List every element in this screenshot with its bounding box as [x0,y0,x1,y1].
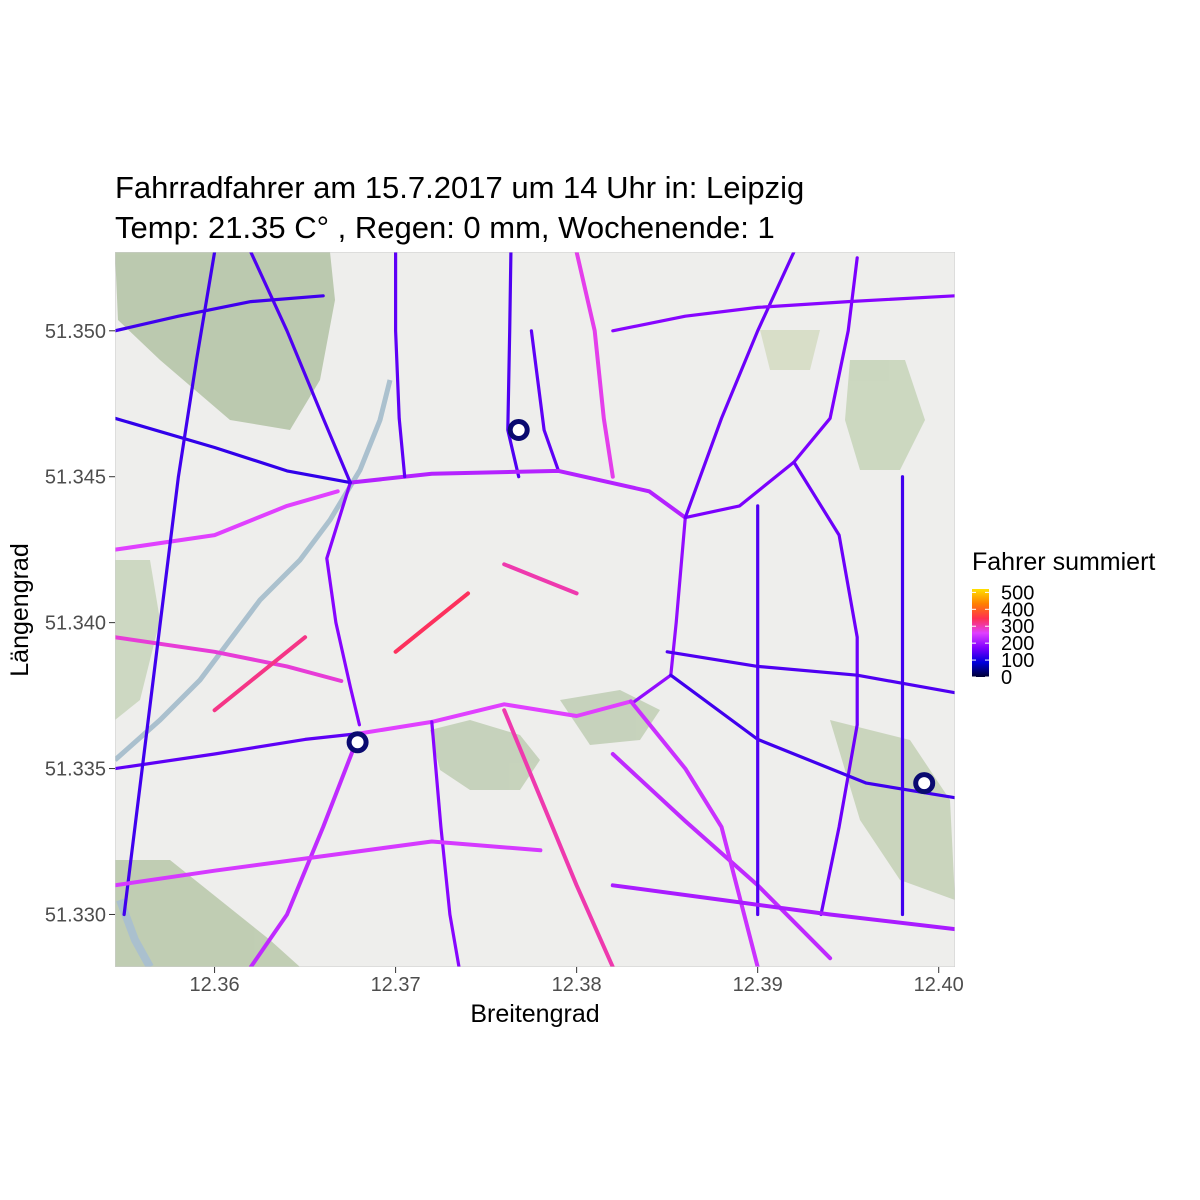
route-segment [249,252,352,485]
x-tick-label: 12.38 [552,974,602,996]
route-segment [502,708,615,967]
route-segment [529,329,561,473]
chart-title-line1: Fahrradfahrer am 15.7.2017 um 14 Uhr in:… [115,170,804,205]
y-tick-label: 51.335 [45,759,106,781]
chart-title-line2: Temp: 21.35 C° , Regen: 0 mm, Wochenende… [115,210,775,245]
x-axis-label: Breitengrad [470,1000,599,1028]
route-segment [502,562,579,596]
counting-stations [346,419,936,795]
route-segment [506,252,521,479]
counting-station-marker [346,731,369,754]
route-segment [683,252,796,520]
park-area [430,720,540,790]
route-segment [357,699,633,736]
route-segment [628,699,760,967]
legend-tick-label: 0 [1001,667,1012,689]
y-axis: 51.330 51.335 51.340 51.345 51.350 [45,321,115,926]
route-segment [115,294,325,333]
route-segment [115,731,361,771]
legend-tick-label: 400 [1001,599,1034,621]
route-segment [115,416,352,485]
legend-tick-label: 200 [1001,633,1034,655]
route-segment [393,591,470,654]
route-segment [325,481,361,727]
route-segment [115,839,543,888]
route-segment [122,252,217,917]
x-tick-label: 12.40 [914,974,964,996]
route-segment [610,752,833,961]
park-area [760,330,820,370]
park-area [115,252,335,430]
y-tick-label: 51.345 [45,467,106,489]
legend-tick-label: 500 [1001,582,1034,604]
legend-colorbar [972,589,989,677]
route-segments [115,252,955,967]
counting-station-marker [913,772,936,795]
route-segment [683,256,859,520]
park-area [830,720,955,900]
route-segment [665,650,955,695]
y-tick-label: 51.340 [45,613,106,635]
route-segment [611,294,955,333]
map-panel [115,252,955,967]
route-segment [633,516,687,703]
x-axis: 12.36 12.37 12.38 12.39 12.40 [190,967,964,996]
route-segment [394,252,407,479]
park-area [845,360,925,470]
legend-tick-label: 100 [1001,650,1034,672]
route-segment [212,635,308,713]
route-segment [430,720,461,967]
route-segment [610,883,955,932]
y-tick-label: 51.330 [45,904,106,926]
route-segment [574,252,615,479]
counting-station-marker [507,419,530,441]
legend-title: Fahrer summiert [972,548,1155,576]
river [115,379,393,762]
y-axis-label: Längengrad [6,543,34,676]
x-tick-label: 12.39 [733,974,783,996]
x-tick-label: 12.36 [190,974,240,996]
route-segment [669,673,955,800]
x-tick-label: 12.37 [371,974,421,996]
route-segment [248,731,362,967]
legend-tick-label: 300 [1001,616,1034,638]
route-segment [115,489,340,552]
y-tick-label: 51.350 [45,321,106,343]
park-area [115,860,300,967]
route-segment [792,460,859,917]
route-segment [115,635,344,683]
